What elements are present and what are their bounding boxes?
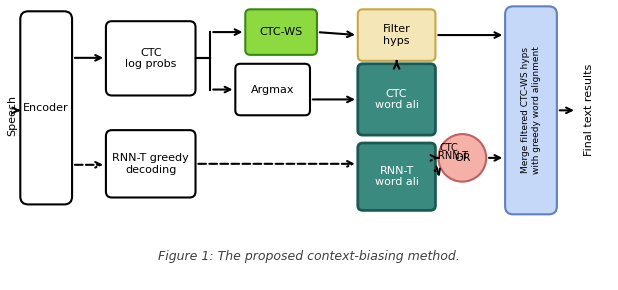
FancyBboxPatch shape <box>245 9 317 55</box>
Text: Encoder: Encoder <box>23 103 69 113</box>
Text: CTC
word ali: CTC word ali <box>375 89 418 110</box>
Text: CTC
log probs: CTC log probs <box>125 48 176 69</box>
Text: RNN-T: RNN-T <box>438 151 468 161</box>
Text: CTC-WS: CTC-WS <box>260 27 303 37</box>
FancyBboxPatch shape <box>358 64 436 135</box>
Text: OR: OR <box>454 153 470 163</box>
Ellipse shape <box>438 134 486 182</box>
Text: Filter
hyps: Filter hyps <box>383 24 410 46</box>
FancyBboxPatch shape <box>106 21 195 95</box>
Text: Merge filtered CTC-WS hyps
with greedy word alignment: Merge filtered CTC-WS hyps with greedy w… <box>522 46 541 174</box>
FancyBboxPatch shape <box>106 130 195 197</box>
FancyBboxPatch shape <box>235 64 310 115</box>
Text: RNN-T
word ali: RNN-T word ali <box>375 166 418 188</box>
Text: RNN-T greedy
decoding: RNN-T greedy decoding <box>112 153 189 175</box>
FancyBboxPatch shape <box>358 9 436 61</box>
FancyBboxPatch shape <box>358 143 436 210</box>
Text: Figure 1: The proposed context-biasing method.: Figure 1: The proposed context-biasing m… <box>158 251 460 263</box>
FancyBboxPatch shape <box>20 11 72 204</box>
Text: Final text results: Final text results <box>584 64 594 157</box>
Text: Speech: Speech <box>7 95 17 136</box>
Text: Argmax: Argmax <box>251 85 294 95</box>
Text: CTC: CTC <box>439 143 458 153</box>
FancyBboxPatch shape <box>505 6 557 214</box>
